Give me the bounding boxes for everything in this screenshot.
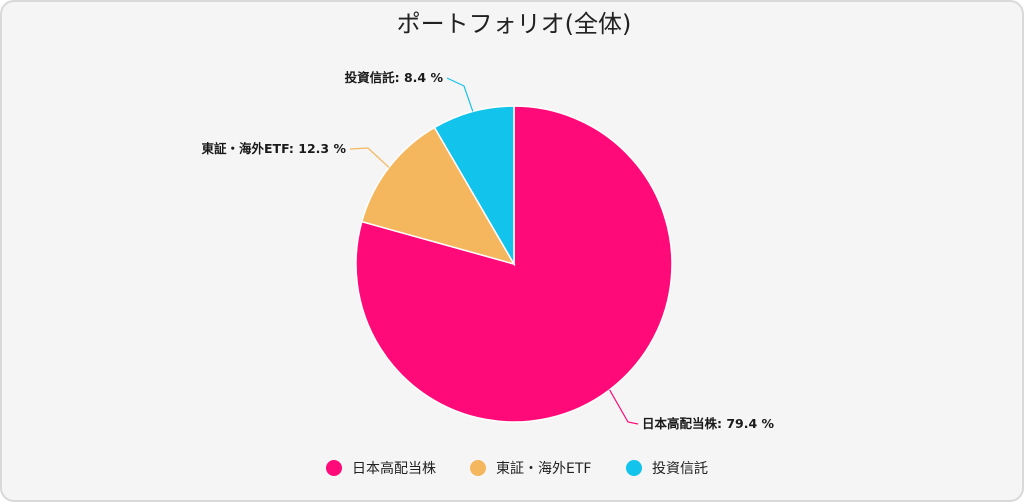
pie-slice-2 <box>360 126 516 266</box>
pie-slices <box>355 105 673 423</box>
legend-marker-1 <box>326 460 342 476</box>
leader-line-3 <box>446 77 474 112</box>
legend-marker-3 <box>626 460 642 476</box>
slice-label-2: 東証・海外ETF: 12.3 % <box>202 141 347 156</box>
legend-marker-2 <box>470 460 486 476</box>
chart-title: ポートフォリオ(全体) <box>397 10 632 38</box>
legend-label-2[interactable]: 東証・海外ETF <box>496 461 591 477</box>
leader-line-1 <box>609 389 639 425</box>
legend-label-3[interactable]: 投資信託 <box>652 461 708 477</box>
leader-lines <box>349 77 639 425</box>
legend-label-1[interactable]: 日本高配当株 <box>352 460 436 477</box>
pie-slice-3 <box>433 105 515 267</box>
slice-labels: 日本高配当株: 79.4 % 東証・海外ETF: 12.3 % 投資信託: 8.4 … <box>202 70 775 431</box>
legend: 日本高配当株 東証・海外ETF 投資信託 <box>326 460 708 477</box>
slice-label-3: 投資信託: 8.4 % <box>345 70 444 85</box>
leader-line-2 <box>349 147 390 168</box>
slice-label-1: 日本高配当株: 79.4 % <box>642 416 775 431</box>
